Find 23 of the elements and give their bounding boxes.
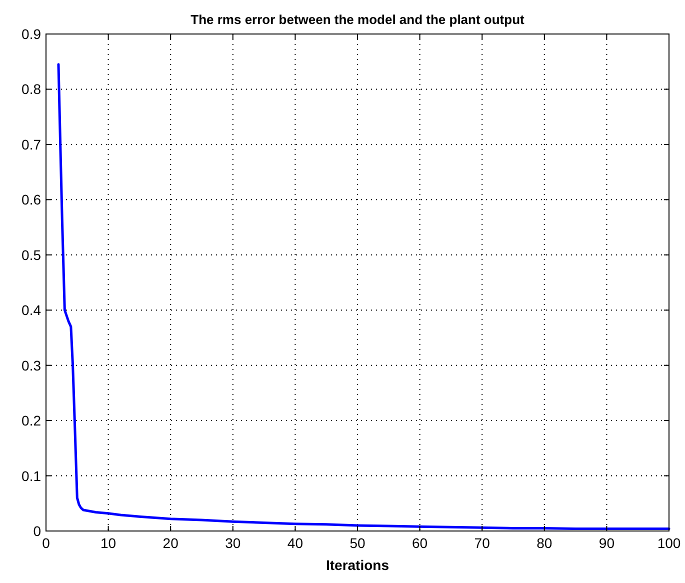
y-tick-label: 0 <box>33 523 42 539</box>
y-tick-label: 0.5 <box>22 246 42 263</box>
y-tick-label: 0.4 <box>22 302 42 318</box>
x-tick-label: 10 <box>100 535 116 551</box>
line-series <box>57 63 670 530</box>
y-tick-label: 0.2 <box>22 412 42 429</box>
x-tick-label: 60 <box>412 535 428 551</box>
x-axis-title: Iterations <box>326 557 390 573</box>
x-tick-label: 70 <box>474 535 490 551</box>
y-tick-label: 0.6 <box>22 192 42 208</box>
x-tick-label: 80 <box>536 535 552 551</box>
y-tick-label: 0.7 <box>22 136 42 152</box>
x-tick-label: 20 <box>162 535 179 551</box>
y-tick-label: 0.3 <box>22 357 42 374</box>
x-tick-label: 40 <box>287 535 304 551</box>
y-tick-label: 0.1 <box>22 468 42 484</box>
chart-title: The rms error between the model and the plant output <box>190 12 526 27</box>
x-tick-label: 50 <box>350 535 366 551</box>
y-tick-label: 0.9 <box>22 26 42 42</box>
y-tick-label: 0.8 <box>22 81 42 98</box>
x-tick-label: 100 <box>657 535 681 551</box>
x-tick-label: 30 <box>225 535 241 551</box>
x-tick-label: 90 <box>598 535 615 551</box>
